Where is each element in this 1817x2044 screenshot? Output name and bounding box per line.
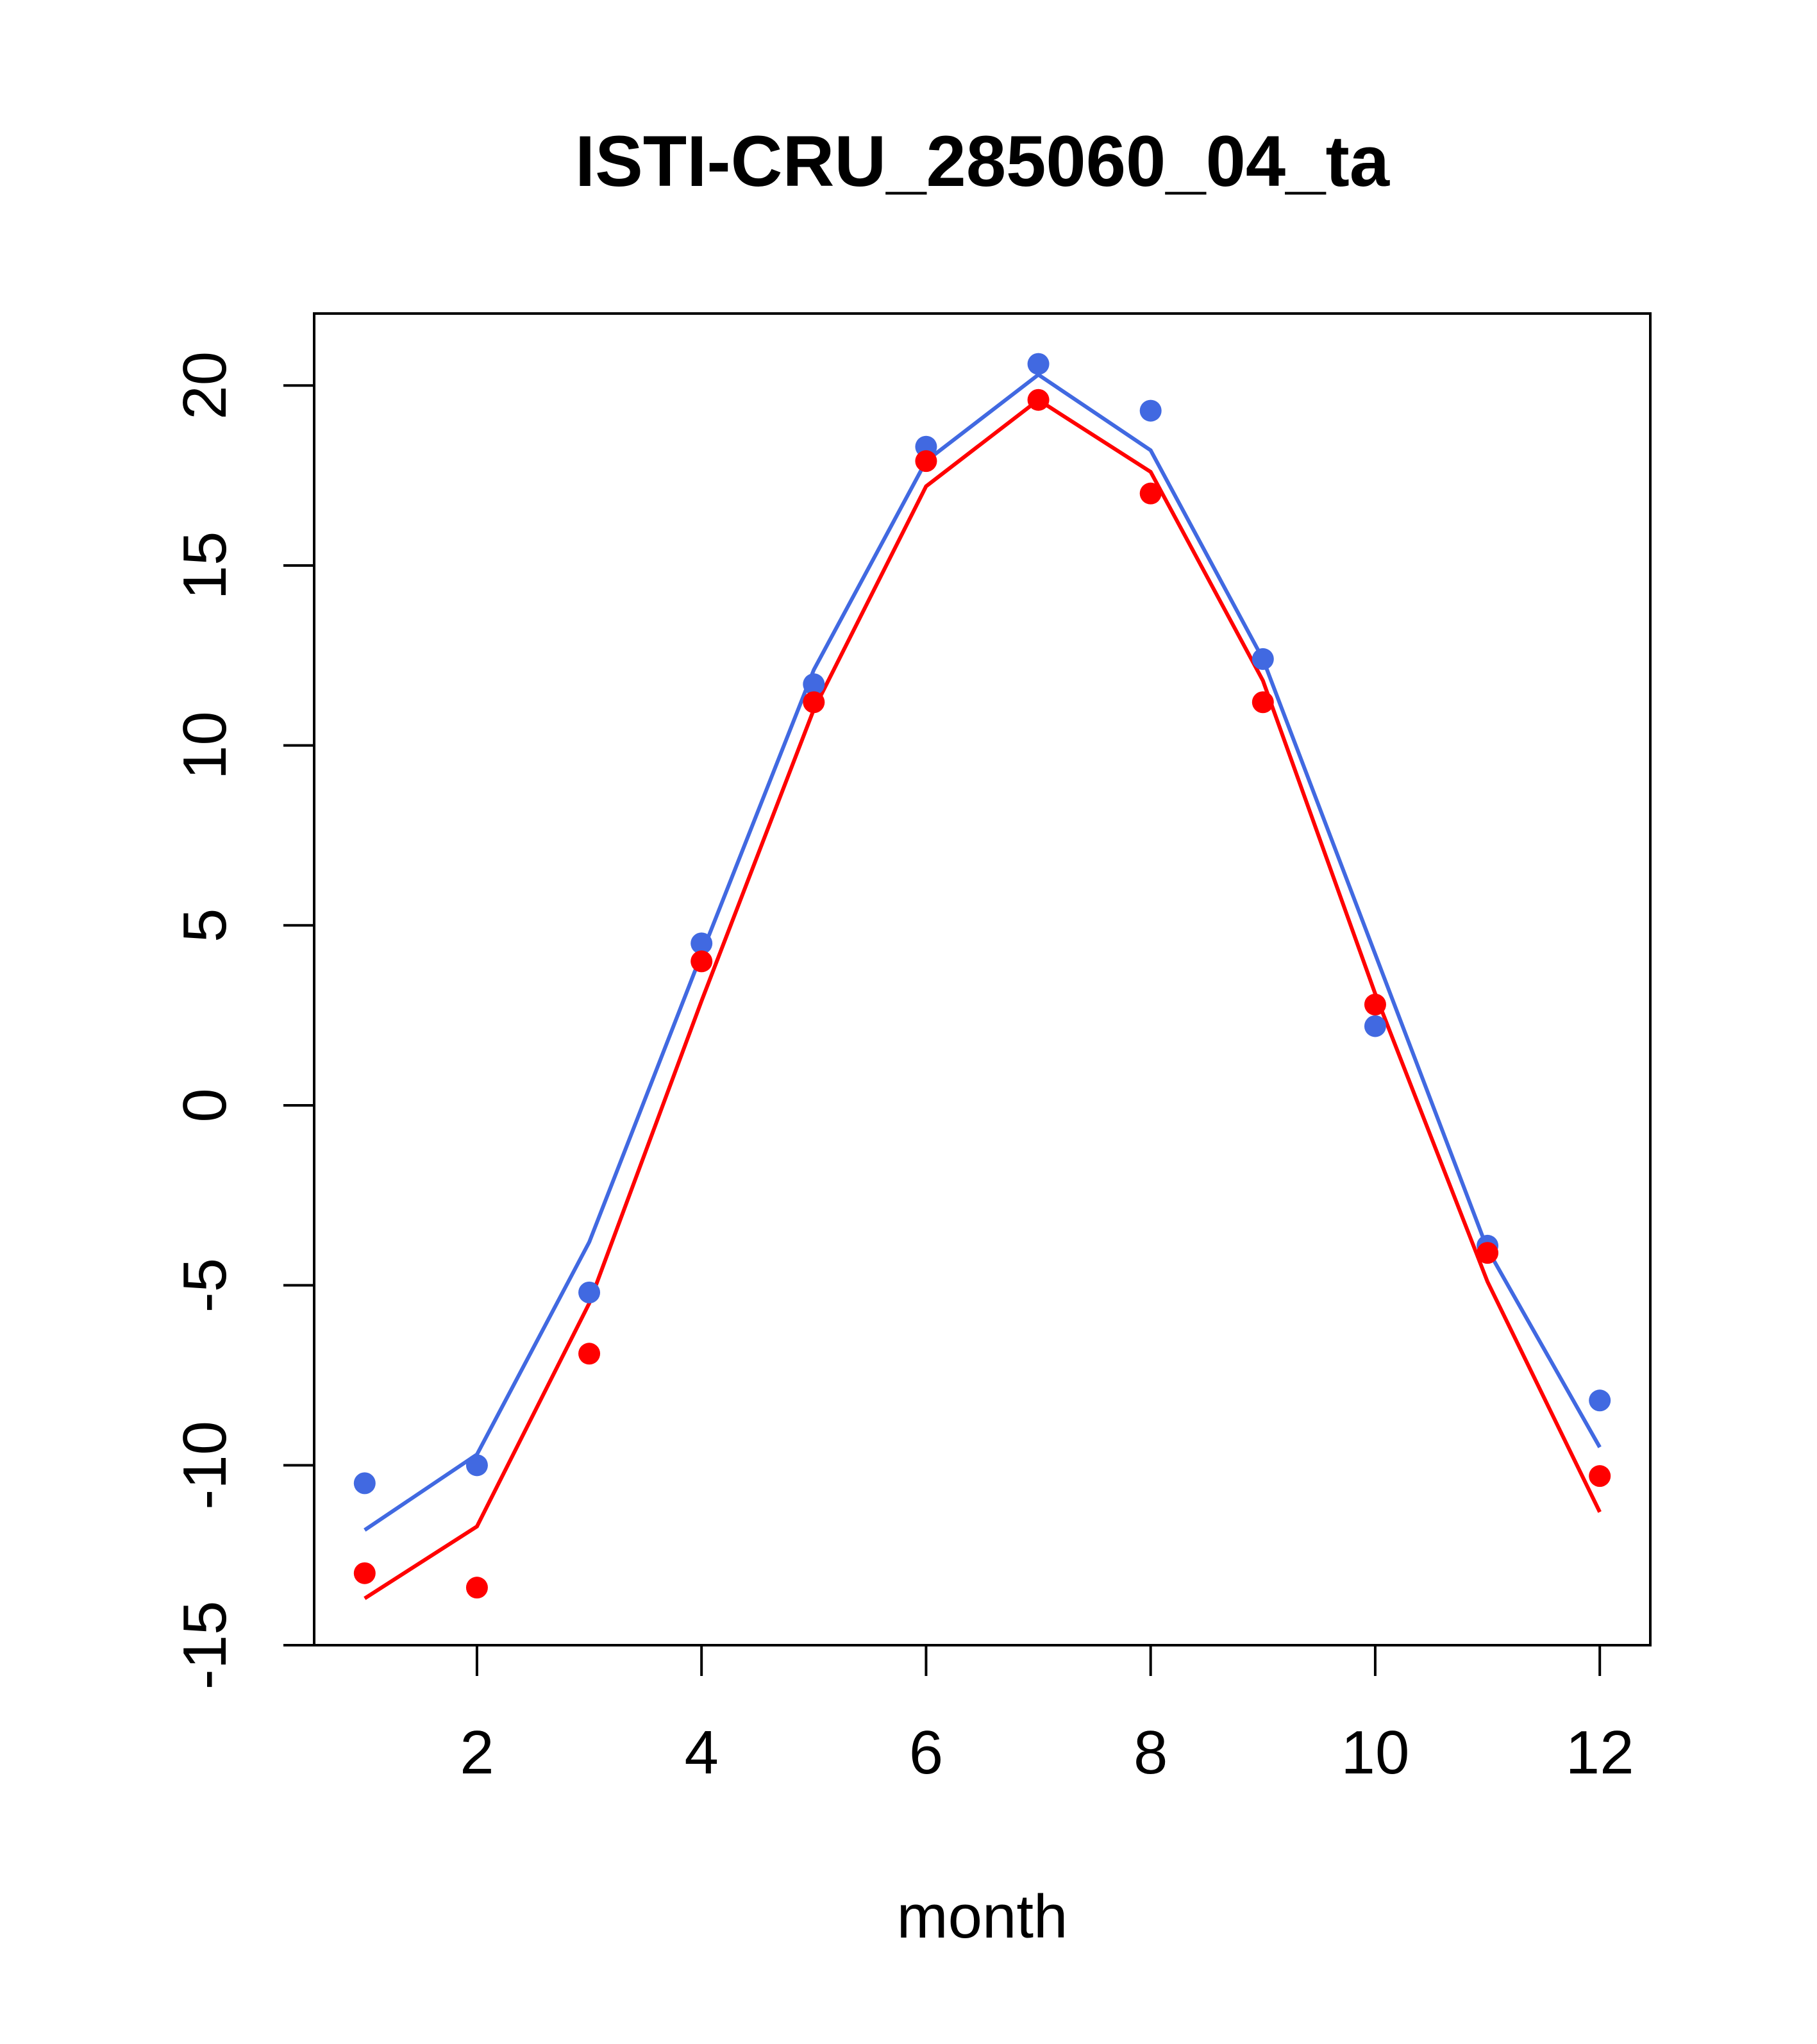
y-tick-label: -10 [171,1421,239,1510]
series-2-point [1027,389,1050,411]
series-1-point [1027,353,1050,375]
series-1-point [803,673,825,696]
series-2-point [578,1343,601,1365]
y-tick-label: 10 [171,711,239,780]
y-axis: -15 -10 -5 0 5 10 15 20 [171,351,315,1690]
y-tick-label: -15 [171,1601,239,1690]
series-2-point [915,450,937,473]
series-1-point [1252,648,1274,670]
x-tick-label: 10 [1341,1718,1410,1787]
plot-frame [313,312,1652,1646]
y-tick-label: -5 [171,1258,239,1312]
x-tick-label: 2 [460,1718,494,1787]
series-2-point [1252,691,1274,714]
series-2-point [465,1577,488,1599]
series-1-point [353,1472,376,1495]
series-2-point [1477,1242,1499,1264]
series-2-point [1139,482,1162,505]
x-tick-label: 4 [684,1718,718,1787]
series-1-line [364,372,1602,1532]
series-2-line [364,398,1602,1600]
x-axis-label: month [897,1882,1068,1951]
series-1-point [691,932,713,955]
series-layer [353,353,1611,1600]
y-tick-label: 15 [171,532,239,600]
series-1-point [465,1454,488,1477]
x-tick-label: 6 [909,1718,943,1787]
series-1-point [578,1281,601,1303]
chart-title: ISTI-CRU_285060_04_ta [575,121,1390,201]
series-2-point [353,1562,376,1584]
series-1-point [1139,399,1162,422]
series-2-point [1589,1465,1611,1487]
series-2-point [803,691,825,714]
series-2-point [1364,993,1386,1016]
x-tick-label: 12 [1566,1718,1634,1787]
y-tick-label: 0 [171,1088,239,1122]
y-tick-label: 20 [171,351,239,420]
series-1-point [1589,1389,1611,1412]
x-axis: 2 4 6 8 10 12 [460,1644,1634,1787]
series-2-point [691,950,713,973]
series-1-point [1364,1015,1386,1037]
y-tick-label: 5 [171,909,239,942]
x-tick-label: 8 [1134,1718,1168,1787]
